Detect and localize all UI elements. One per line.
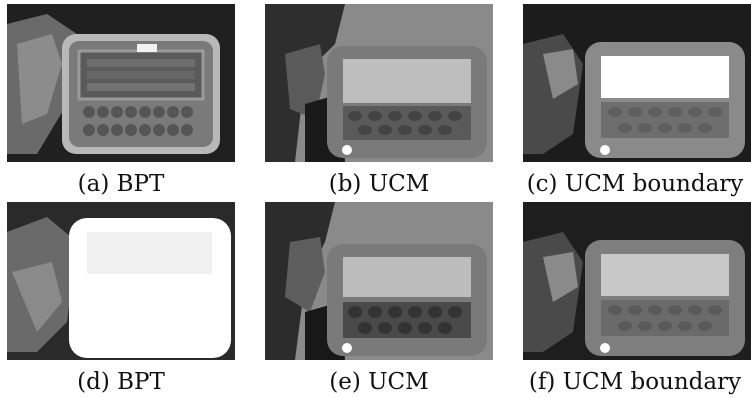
caption-d: (d) BPT: [77, 369, 165, 395]
ucm-boundary-segmentation-image-c: [523, 4, 751, 162]
panel-a-image: [7, 4, 235, 162]
panel-e-image: [265, 202, 493, 360]
caption-f: (f) UCM boundary: [528, 369, 742, 395]
caption-e: (e) UCM: [329, 369, 429, 395]
ucm-boundary-segmentation-image-f: [523, 202, 751, 360]
bpt-segmentation-image-d: [7, 202, 235, 360]
bpt-segmentation-image-a: [7, 4, 235, 162]
caption-c: (c) UCM boundary: [526, 171, 744, 197]
caption-b: (b) UCM: [328, 171, 430, 197]
panel-b-image: [265, 4, 493, 162]
ucm-segmentation-image-e: [265, 202, 493, 360]
panel-d-image: [7, 202, 235, 360]
panel-f-image: [523, 202, 751, 360]
ucm-segmentation-image-b: [265, 4, 493, 162]
caption-a: (a) BPT: [77, 171, 165, 197]
panel-c-image: [523, 4, 751, 162]
